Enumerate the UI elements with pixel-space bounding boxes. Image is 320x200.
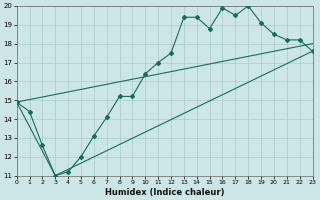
X-axis label: Humidex (Indice chaleur): Humidex (Indice chaleur) xyxy=(105,188,224,197)
